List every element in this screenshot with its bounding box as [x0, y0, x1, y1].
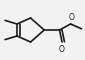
Text: O: O — [59, 45, 65, 54]
Text: O: O — [68, 13, 74, 22]
